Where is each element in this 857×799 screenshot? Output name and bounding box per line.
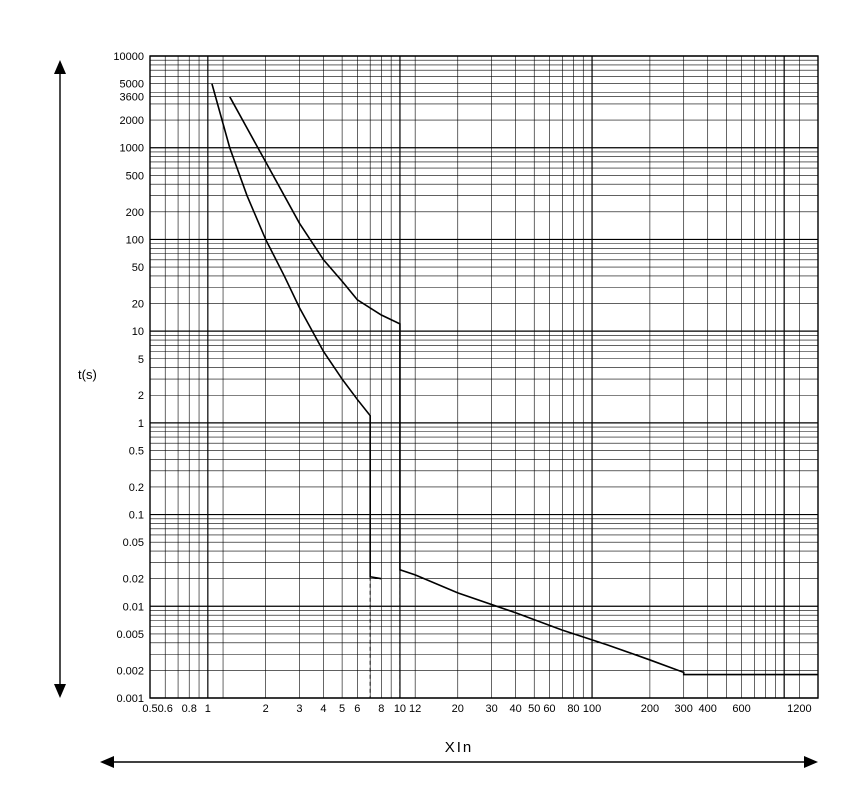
svg-text:5: 5: [339, 703, 345, 715]
svg-text:100: 100: [583, 703, 601, 715]
svg-text:10000: 10000: [113, 51, 144, 63]
svg-text:30: 30: [485, 703, 497, 715]
svg-text:2000: 2000: [120, 115, 144, 127]
svg-text:5: 5: [138, 354, 144, 366]
svg-text:2: 2: [138, 390, 144, 402]
svg-text:300: 300: [675, 703, 693, 715]
svg-text:6: 6: [354, 703, 360, 715]
svg-text:20: 20: [452, 703, 464, 715]
svg-text:0.01: 0.01: [123, 601, 144, 613]
svg-text:0.005: 0.005: [116, 629, 144, 641]
svg-text:t(s): t(s): [78, 367, 97, 382]
svg-text:80: 80: [567, 703, 579, 715]
svg-text:1200: 1200: [787, 703, 811, 715]
svg-text:3: 3: [296, 703, 302, 715]
svg-text:8: 8: [378, 703, 384, 715]
svg-text:4: 4: [320, 703, 326, 715]
svg-text:0.002: 0.002: [116, 665, 144, 677]
svg-text:50: 50: [528, 703, 540, 715]
svg-text:0.1: 0.1: [129, 510, 144, 522]
trip-curve-chart: 0.50.60.81234568101220304050608010020030…: [0, 0, 857, 799]
svg-text:5000: 5000: [120, 79, 144, 91]
svg-text:1: 1: [205, 703, 211, 715]
svg-text:0.5: 0.5: [129, 445, 144, 457]
svg-text:0.05: 0.05: [123, 537, 144, 549]
svg-text:12: 12: [409, 703, 421, 715]
svg-text:0.02: 0.02: [123, 574, 144, 586]
svg-text:400: 400: [699, 703, 717, 715]
svg-text:600: 600: [732, 703, 750, 715]
svg-text:0.5: 0.5: [142, 703, 157, 715]
svg-text:0.001: 0.001: [116, 693, 144, 705]
svg-text:200: 200: [641, 703, 659, 715]
svg-text:2: 2: [263, 703, 269, 715]
svg-text:40: 40: [509, 703, 521, 715]
svg-text:3600: 3600: [120, 92, 144, 104]
svg-text:20: 20: [132, 299, 144, 311]
svg-text:1: 1: [138, 418, 144, 430]
svg-text:10: 10: [132, 326, 144, 338]
svg-text:0.8: 0.8: [182, 703, 197, 715]
svg-text:1000: 1000: [120, 143, 144, 155]
svg-text:50: 50: [132, 262, 144, 274]
svg-text:0.6: 0.6: [158, 703, 173, 715]
svg-text:200: 200: [126, 207, 144, 219]
svg-text:XIn: XIn: [445, 739, 474, 756]
svg-text:10: 10: [394, 703, 406, 715]
svg-text:500: 500: [126, 170, 144, 182]
svg-text:100: 100: [126, 234, 144, 246]
svg-text:0.2: 0.2: [129, 482, 144, 494]
svg-text:60: 60: [543, 703, 555, 715]
